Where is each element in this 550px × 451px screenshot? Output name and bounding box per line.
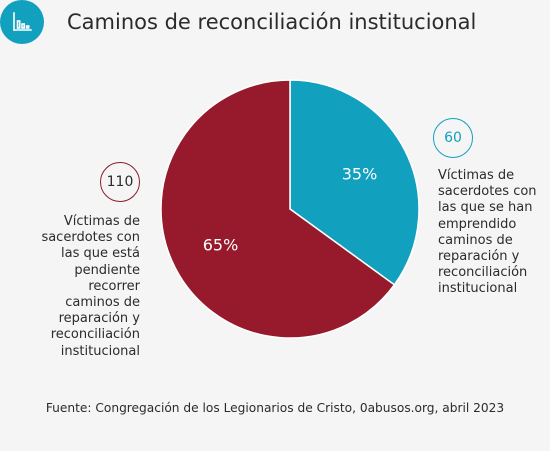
description-undertaken-line: reconciliación [438, 265, 528, 281]
description-undertaken-line: institucional [438, 281, 518, 297]
pie-slice-1 [289, 79, 420, 286]
pie-slice-label-2: 65% [203, 235, 239, 254]
description-undertaken-line: emprendido [438, 216, 517, 232]
description-pending-line: sacerdotes con [41, 230, 140, 246]
description-undertaken-line: reparación y [438, 249, 520, 265]
description-pending-line: las que está [61, 246, 140, 262]
description-undertaken: Víctimas de sacerdotes con las que se han e… [438, 168, 548, 298]
description-pending-line: recorrer [88, 278, 140, 294]
count-badge-pending: 110 [100, 162, 140, 202]
description-pending-line: pendiente [74, 262, 140, 278]
source-note: Fuente: Congregación de los Legionarios … [45, 401, 505, 415]
bar-chart-icon-glyph [13, 12, 32, 31]
count-badge-undertaken: 60 [433, 118, 473, 158]
description-pending-line: reconciliación [50, 327, 140, 343]
description-pending: Víctimas de sacerdotes con las que está pen… [36, 214, 140, 360]
description-pending-line: institucional [60, 343, 140, 359]
description-undertaken-line: caminos de [438, 232, 513, 248]
pie-slice-2 [160, 79, 396, 339]
description-pending-line: Víctimas de [63, 214, 140, 229]
description-undertaken-line: Víctimas de [438, 168, 515, 183]
description-undertaken-line: sacerdotes con [438, 184, 537, 200]
description-pending-line: reparación y [58, 311, 140, 327]
page-title: Caminos de reconciliación institucional [67, 10, 477, 34]
description-undertaken-line: las que se han [438, 200, 533, 216]
bar-chart-icon [0, 0, 44, 44]
pie-slice-label-1: 35% [342, 165, 378, 184]
description-pending-line: caminos de [65, 295, 140, 311]
